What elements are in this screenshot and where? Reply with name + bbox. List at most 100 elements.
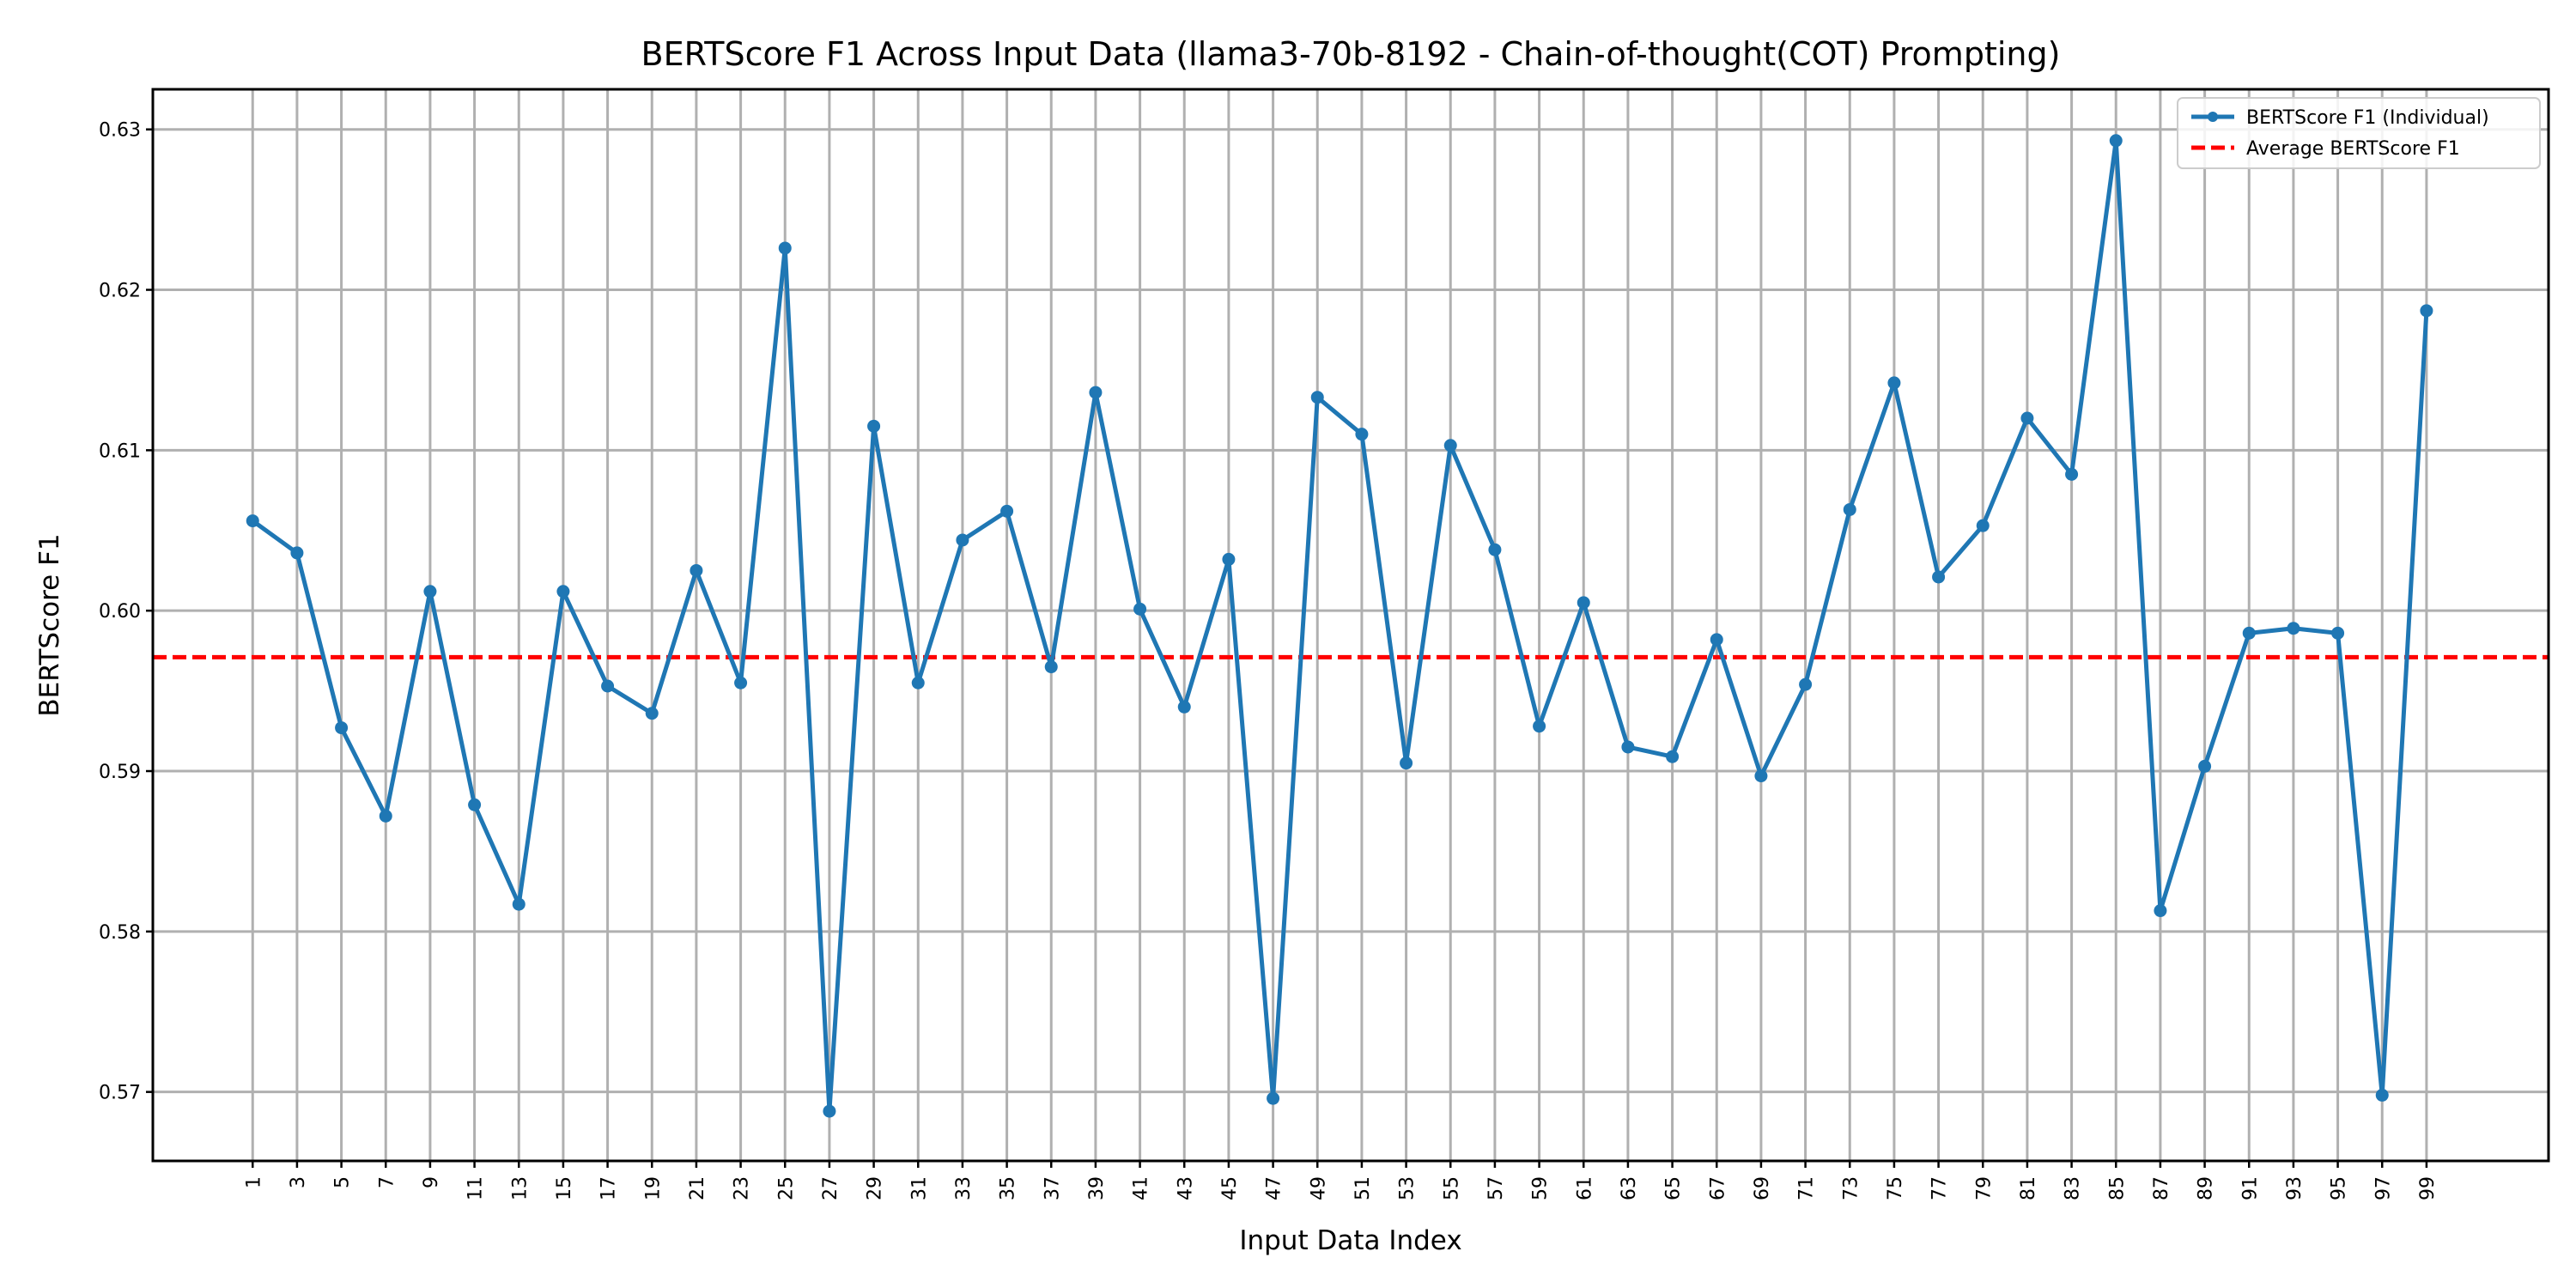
data-point: [2065, 467, 2079, 481]
x-tick-label: 63: [1619, 1176, 1640, 1200]
data-point: [911, 676, 925, 690]
y-tick-label: 0.57: [99, 1083, 141, 1104]
data-point: [1044, 660, 1058, 674]
data-point: [1932, 570, 1946, 584]
x-tick-label: 27: [820, 1176, 841, 1200]
x-tick-label: 95: [2329, 1176, 2350, 1200]
x-tick-label: 67: [1707, 1176, 1728, 1200]
x-tick-label: 43: [1175, 1176, 1196, 1200]
data-point: [423, 585, 437, 598]
x-tick-label: 21: [687, 1176, 708, 1200]
y-axis-ticks: 0.57 0.58 0.59 0.60 0.61 0.62 0.63: [99, 120, 153, 1104]
y-tick-label: 0.59: [99, 762, 141, 783]
data-point: [246, 514, 259, 528]
legend: BERTScore F1 (Individual) Average BERTSc…: [2177, 97, 2541, 169]
data-point: [2020, 411, 2034, 425]
x-axis-label: Input Data Index: [1239, 1225, 1461, 1256]
data-point: [1443, 439, 1457, 453]
legend-label-individual: BERTScore F1 (Individual): [2246, 107, 2489, 129]
x-tick-label: 3: [288, 1176, 309, 1188]
data-point: [468, 798, 482, 811]
y-tick-label: 0.60: [99, 601, 141, 623]
data-point: [1222, 552, 1236, 566]
data-point: [1310, 391, 1324, 404]
data-point: [2109, 134, 2123, 148]
data-point: [1710, 633, 1723, 647]
x-tick-label: 31: [908, 1176, 930, 1200]
x-tick-label: 5: [332, 1176, 354, 1188]
data-point: [2154, 904, 2167, 918]
data-point: [867, 419, 881, 433]
data-point: [1799, 677, 1813, 691]
x-tick-label: 71: [1796, 1176, 1818, 1200]
data-point: [2198, 759, 2212, 773]
data-point: [1000, 504, 1014, 518]
x-tick-label: 65: [1663, 1176, 1685, 1200]
data-point: [1533, 720, 1546, 733]
x-tick-label: 41: [1131, 1176, 1152, 1200]
x-tick-label: 45: [1219, 1176, 1241, 1200]
data-point: [1976, 519, 1990, 532]
data-point: [1177, 700, 1191, 714]
data-point: [601, 679, 615, 693]
data-point: [690, 563, 703, 577]
x-tick-label: 1: [243, 1176, 264, 1188]
y-tick-label: 0.61: [99, 440, 141, 462]
series-layer: [246, 134, 2433, 1118]
legend-box: [2177, 97, 2541, 169]
x-tick-label: 99: [2417, 1176, 2439, 1200]
x-tick-label: 17: [598, 1176, 620, 1200]
x-tick-label: 19: [642, 1176, 664, 1200]
data-point: [778, 241, 792, 255]
chart-title: BERTScore F1 Across Input Data (llama3-7…: [641, 35, 2061, 73]
x-tick-label: 93: [2284, 1176, 2306, 1200]
data-point: [1267, 1091, 1280, 1105]
data-point: [1577, 596, 1590, 610]
x-tick-label: 79: [1973, 1176, 1995, 1200]
x-tick-label: 91: [2239, 1176, 2261, 1200]
x-tick-label: 89: [2196, 1176, 2217, 1200]
x-tick-label: 85: [2106, 1176, 2128, 1200]
data-point: [1133, 602, 1147, 616]
data-point: [1843, 502, 1856, 516]
series-line-individual: [251, 138, 2429, 1114]
data-point: [1621, 740, 1635, 754]
data-point: [823, 1104, 836, 1118]
x-tick-label: 61: [1574, 1176, 1595, 1200]
x-tick-label: 25: [775, 1176, 797, 1200]
y-tick-label: 0.58: [99, 922, 141, 944]
data-point: [1355, 428, 1369, 441]
x-tick-label: 57: [1485, 1176, 1507, 1200]
x-tick-label: 29: [865, 1176, 886, 1200]
data-point: [379, 809, 392, 823]
x-tick-label: 97: [2372, 1176, 2394, 1200]
x-tick-label: 87: [2151, 1176, 2172, 1200]
grid: [153, 89, 2549, 1161]
x-tick-label: 7: [376, 1176, 398, 1188]
data-point: [290, 546, 304, 560]
x-tick-label: 47: [1264, 1176, 1285, 1200]
x-tick-label: 73: [1840, 1176, 1862, 1200]
data-point: [645, 707, 659, 720]
y-tick-label: 0.62: [99, 281, 141, 302]
data-point: [1887, 376, 1901, 390]
y-axis-label: BERTScore F1: [34, 533, 65, 716]
data-point: [2287, 622, 2300, 635]
x-axis-ticks: 1 3 5 7 9 11 13 15 17 19 21 23 25 27 29 31 33 35 37 39 41 43 4…: [243, 1161, 2439, 1200]
y-tick-label: 0.63: [99, 120, 141, 142]
data-point: [2331, 626, 2345, 640]
plot-area-frame: [151, 88, 2550, 1163]
x-tick-label: 53: [1397, 1176, 1419, 1200]
x-tick-label: 55: [1441, 1176, 1462, 1200]
data-point: [1089, 386, 1103, 399]
data-point: [956, 533, 969, 547]
legend-label-average: Average BERTScore F1: [2246, 138, 2460, 160]
x-tick-label: 9: [421, 1176, 442, 1188]
data-point: [1400, 756, 1413, 770]
data-point: [734, 676, 748, 690]
x-tick-label: 15: [554, 1176, 575, 1200]
x-tick-label: 83: [2063, 1176, 2084, 1200]
x-tick-label: 11: [465, 1176, 487, 1200]
x-tick-label: 81: [2018, 1176, 2039, 1200]
